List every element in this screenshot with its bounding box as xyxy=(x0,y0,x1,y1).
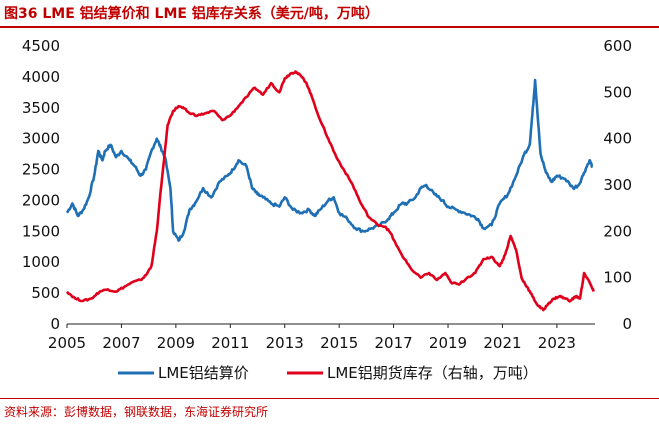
x-tick-label: 2019 xyxy=(429,334,467,352)
y-right-tick-label: 100 xyxy=(603,269,632,287)
chart-area: 0 500 1000 1500 2000 2500 3000 3500 4000 4500 0 100… xyxy=(22,37,632,382)
y-left-tick-label: 2500 xyxy=(22,161,60,179)
series-line-price xyxy=(65,78,594,242)
y-right-tick-label: 400 xyxy=(603,130,632,148)
x-tick-label: 2017 xyxy=(375,334,413,352)
y-left-tick-label: 4000 xyxy=(22,68,60,86)
x-tick-label: 2011 xyxy=(211,334,249,352)
plot-series xyxy=(65,70,595,312)
legend-label-price: LME铝结算价 xyxy=(158,364,249,382)
figure-title: 图36 LME 铝结算价和 LME 铝库存关系（美元/吨，万吨） xyxy=(4,6,379,22)
x-tick-label: 2015 xyxy=(320,334,358,352)
y-left-tick-label: 500 xyxy=(31,284,60,302)
y-left-tick-label: 4500 xyxy=(22,37,60,55)
x-tick-label: 2009 xyxy=(157,334,195,352)
y-right-tick-label: 600 xyxy=(603,37,632,55)
y-right-tick-label: 300 xyxy=(603,176,632,194)
y-left-tick-label: 1000 xyxy=(22,253,60,271)
x-tick-label: 2021 xyxy=(483,334,521,352)
axes: 0 500 1000 1500 2000 2500 3000 3500 4000 4500 0 100… xyxy=(22,37,632,352)
x-tick-label: 2007 xyxy=(102,334,140,352)
x-tick-label: 2005 xyxy=(48,334,86,352)
legend: LME铝结算价 LME铝期货库存（右轴，万吨） xyxy=(118,364,538,382)
x-tick-label: 2023 xyxy=(538,334,576,352)
y-left-tick-label: 0 xyxy=(50,315,60,333)
y-left-tick-label: 2000 xyxy=(22,191,60,209)
y-right-tick-label: 200 xyxy=(603,222,632,240)
title-divider xyxy=(0,26,659,28)
x-tick-label: 2013 xyxy=(266,334,304,352)
y-right-tick-label: 0 xyxy=(622,315,632,333)
source-divider xyxy=(0,398,659,399)
y-left-tick-label: 3000 xyxy=(22,130,60,148)
legend-label-inventory: LME铝期货库存（右轴，万吨） xyxy=(327,364,538,382)
source-note: 资料来源：彭博数据，钢联数据，东海证券研究所 xyxy=(4,405,269,419)
y-left-tick-label: 3500 xyxy=(22,99,60,117)
y-left-tick-label: 1500 xyxy=(22,222,60,240)
y-right-tick-label: 500 xyxy=(603,83,632,101)
series-line-inventory xyxy=(65,70,595,312)
